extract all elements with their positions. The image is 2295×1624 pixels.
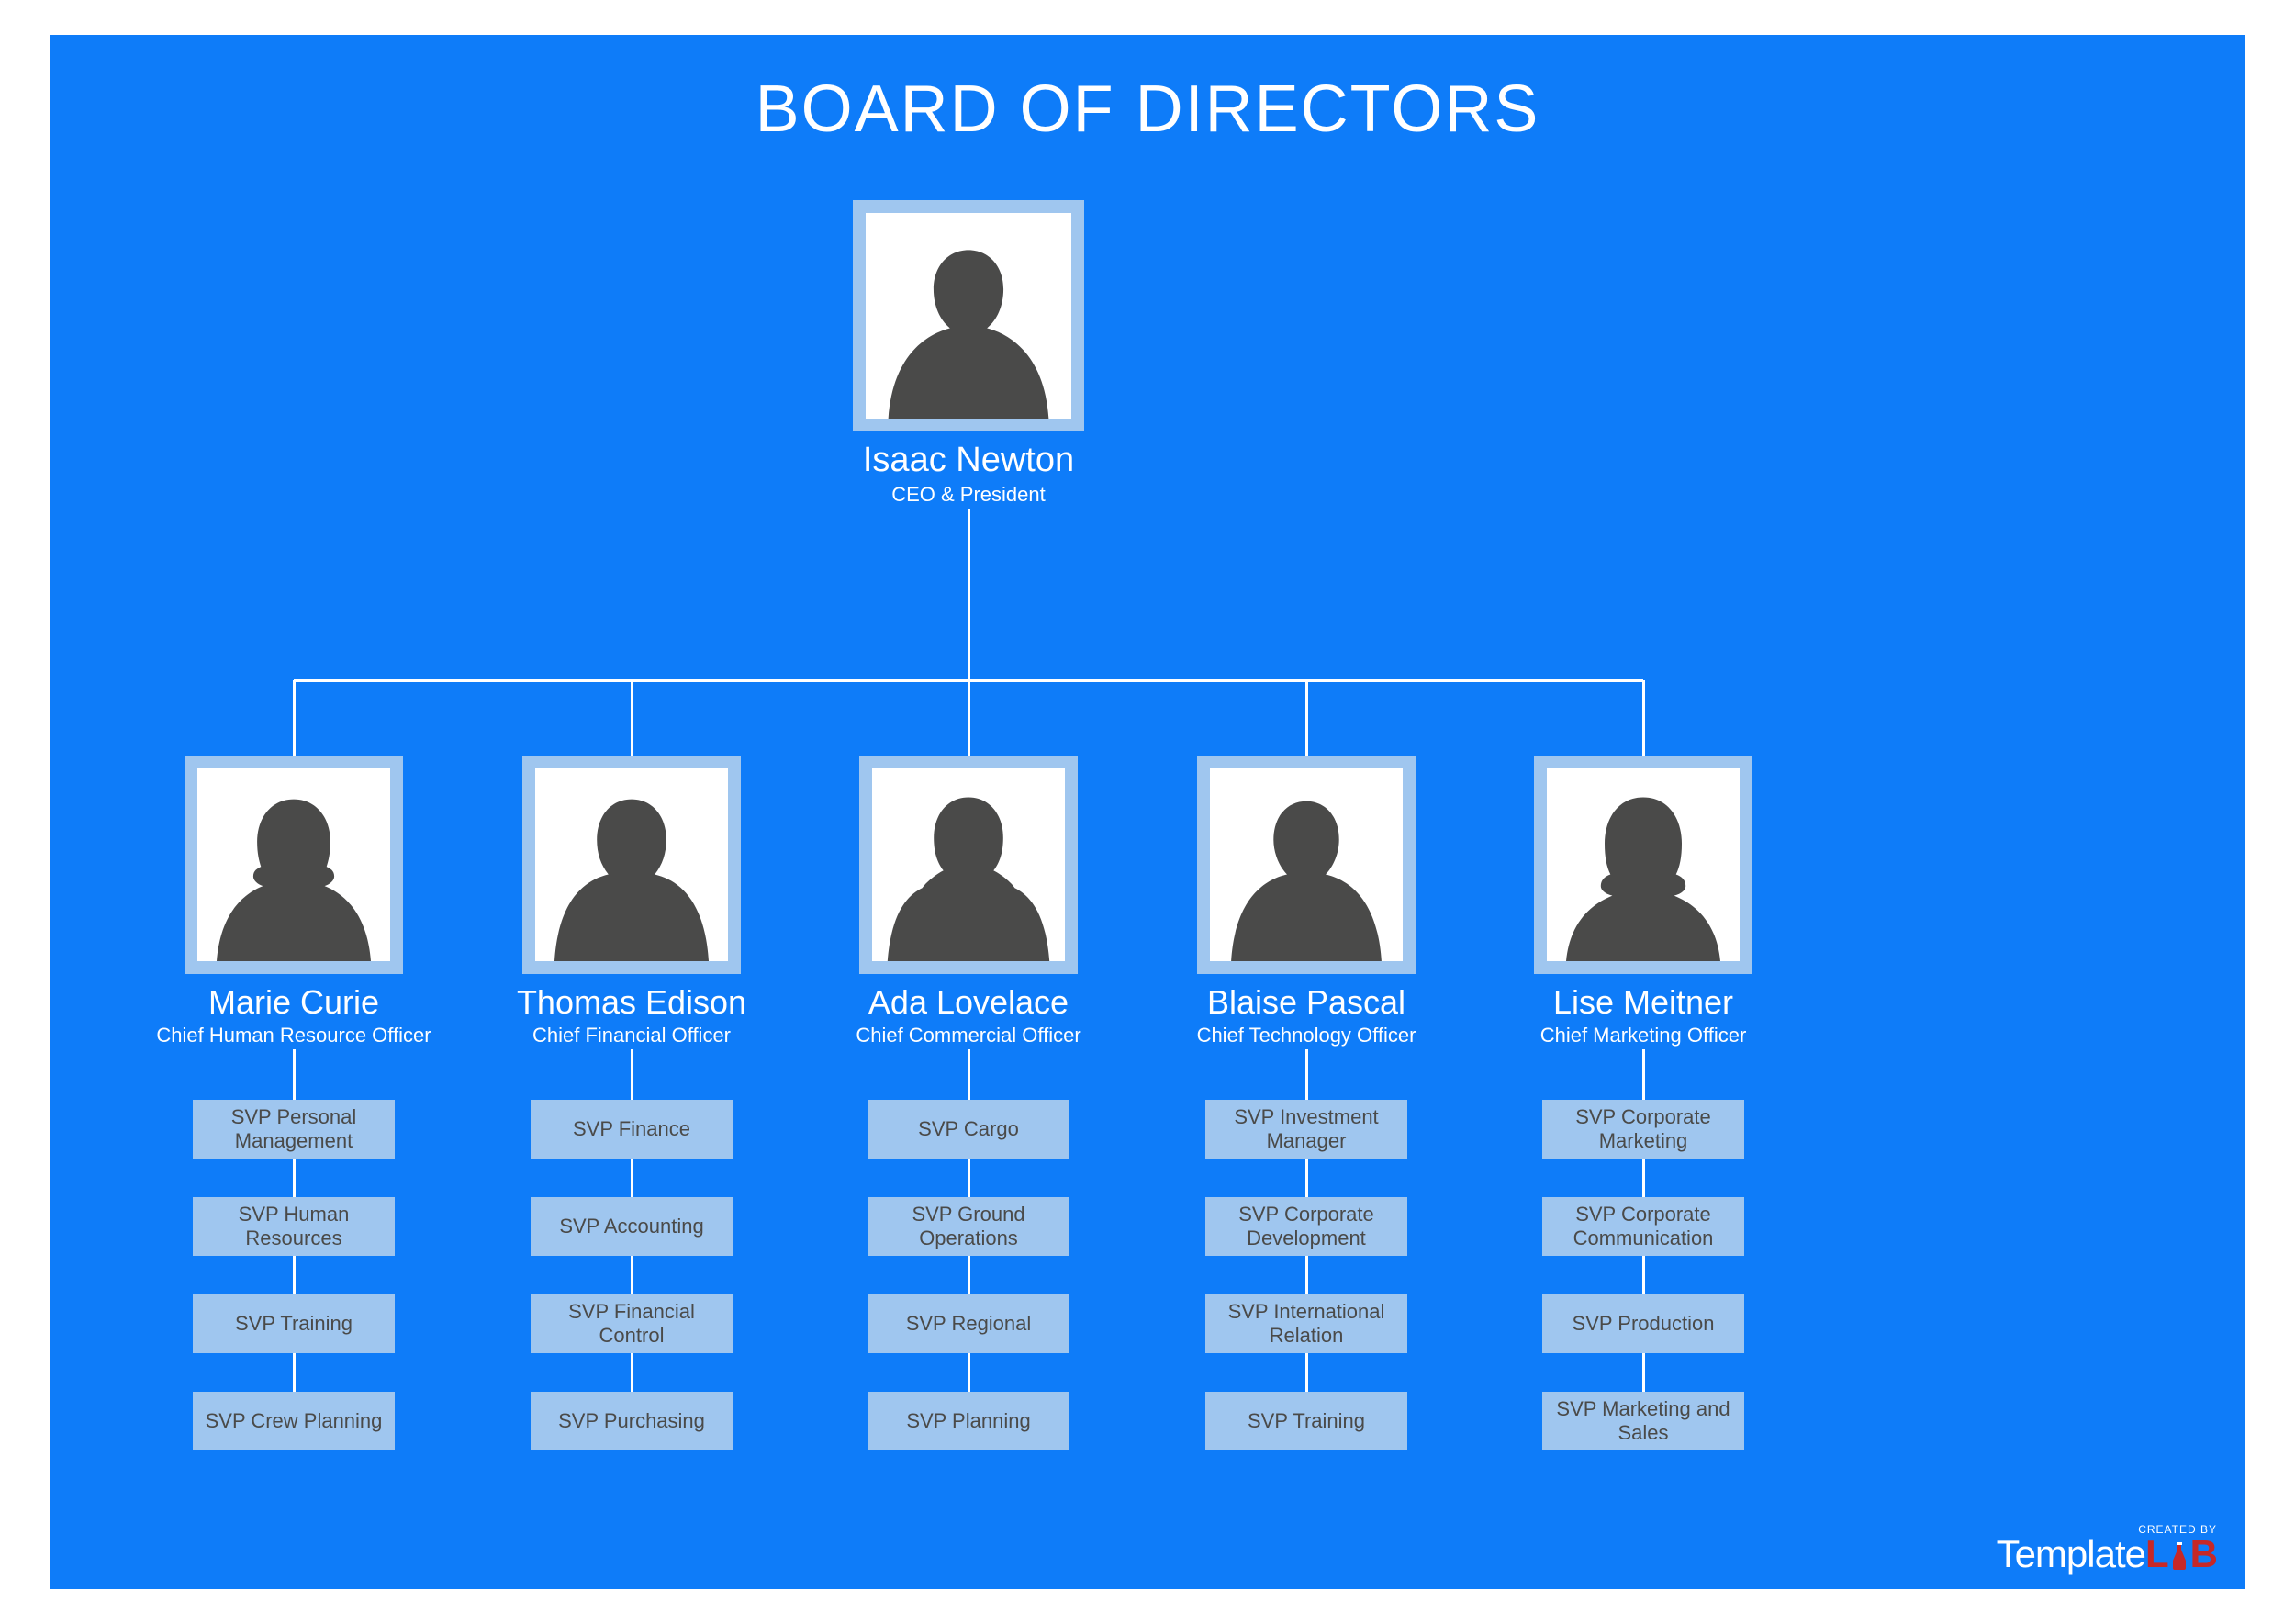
dept-box: SVP Purchasing [531,1392,733,1450]
connector-vertical [968,1353,970,1392]
person-role-ada-lovelace: Chief Commercial Officer [785,1024,1152,1047]
person-role-thomas-edison: Chief Financial Officer [448,1024,815,1047]
dept-box: SVP Corporate Marketing [1542,1100,1744,1159]
dept-box: SVP Human Resources [193,1197,395,1256]
dept-box: SVP Cargo [868,1100,1069,1159]
avatar-lise-meitner [1534,756,1752,974]
connector-vertical [631,1049,633,1100]
dept-box: SVP Marketing and Sales [1542,1392,1744,1450]
connector-vertical [1305,1256,1308,1294]
avatar-thomas-edison [522,756,741,974]
connector-vertical [1305,1159,1308,1197]
connector-vertical [1642,1159,1645,1197]
footer-brand: TemplateLLB [1997,1532,2217,1575]
footer-brand-lab: LLB [2145,1532,2217,1575]
person-role-marie-curie: Chief Human Resource Officer [110,1024,477,1047]
dept-box: SVP Regional [868,1294,1069,1353]
dept-box: SVP Ground Operations [868,1197,1069,1256]
dept-box: SVP Training [1205,1392,1407,1450]
person-name-ada-lovelace: Ada Lovelace [785,983,1152,1022]
person-name-thomas-edison: Thomas Edison [448,983,815,1022]
dept-box: SVP Personal Management [193,1100,395,1159]
footer-branding: CREATED BY TemplateLLB [1997,1523,2217,1576]
page-title: BOARD OF DIRECTORS [50,72,2245,147]
person-name-blaise-pascal: Blaise Pascal [1123,983,1490,1022]
connector-vertical [293,680,296,756]
avatar-marie-curie [185,756,403,974]
connector-vertical [631,1256,633,1294]
connector-vertical [293,1049,296,1100]
connector-vertical [968,1159,970,1197]
connector-vertical [1642,1256,1645,1294]
connector-vertical [968,1256,970,1294]
connector-vertical [1642,680,1645,756]
connector-vertical [1642,1353,1645,1392]
dept-box: SVP Corporate Communication [1542,1197,1744,1256]
avatar-ceo [853,200,1084,431]
person-role-lise-meitner: Chief Marketing Officer [1460,1024,1827,1047]
connector-vertical [631,1159,633,1197]
avatar-ada-lovelace [859,756,1078,974]
connector-vertical [1305,680,1308,756]
person-name-ceo: Isaac Newton [785,441,1152,480]
connector-vertical [968,1049,970,1100]
dept-box: SVP Accounting [531,1197,733,1256]
connector-vertical [293,1353,296,1392]
canvas: BOARD OF DIRECTORS Isaac Newton CEO & Pre… [0,0,2295,1624]
person-role-blaise-pascal: Chief Technology Officer [1123,1024,1490,1047]
dept-box: SVP Investment Manager [1205,1100,1407,1159]
dept-box: SVP Crew Planning [193,1392,395,1450]
dept-box: SVP Finance [531,1100,733,1159]
person-role-ceo: CEO & President [785,483,1152,507]
avatar-blaise-pascal [1197,756,1416,974]
dept-box: SVP Financial Control [531,1294,733,1353]
connector-vertical [968,509,970,680]
dept-box: SVP International Relation [1205,1294,1407,1353]
connector-vertical [631,1353,633,1392]
footer-brand-thin: Template [1997,1532,2145,1575]
chart-inner: BOARD OF DIRECTORS Isaac Newton CEO & Pre… [50,35,2245,1589]
connector-vertical [293,1159,296,1197]
dept-box: SVP Corporate Development [1205,1197,1407,1256]
dept-box: SVP Planning [868,1392,1069,1450]
connector-vertical [1642,1049,1645,1100]
dept-box: SVP Training [193,1294,395,1353]
person-name-marie-curie: Marie Curie [110,983,477,1022]
connector-vertical [631,680,633,756]
person-name-lise-meitner: Lise Meitner [1460,983,1827,1022]
connector-vertical [1305,1049,1308,1100]
connector-vertical [1305,1353,1308,1392]
connector-vertical [968,680,970,756]
dept-box: SVP Production [1542,1294,1744,1353]
connector-vertical [293,1256,296,1294]
